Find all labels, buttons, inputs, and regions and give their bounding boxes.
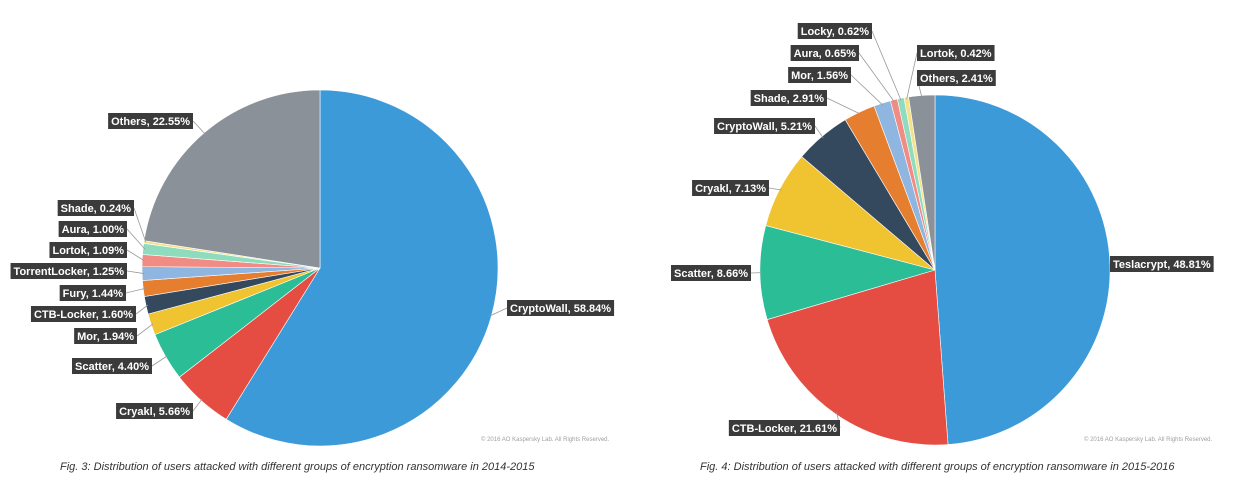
leader-line-ctb-locker [135,304,149,315]
leader-line-lortok [126,249,145,261]
slice-label-mor: Mor, 1.56% [791,70,848,82]
slice-labels: Teslacrypt, 48.81% CTB-Locker, 21.61% Scat… [671,23,1214,436]
slice-label-box-mor [74,328,137,344]
slice-label-box-locky [797,23,872,39]
slice-label-mor: Mor, 1.94% [77,331,134,343]
pie-slices [141,89,499,447]
slice-label-box-teslacrypt [1110,256,1214,272]
slice-label-ctb-locker: CTB-Locker, 21.61% [732,423,837,435]
slice-label-torrentlocker: TorrentLocker, 1.25% [14,266,125,278]
pie-svg-2015-2016: Teslacrypt, 48.81% CTB-Locker, 21.61% Scat… [671,23,1214,446]
slice-labels: CryptoWall, 58.84% Cryakl, 5.66% Scatter, … [10,113,615,419]
slice-label-scatter: Scatter, 4.40% [75,361,149,373]
slice-label-box-scatter [72,358,152,374]
leader-line-cryakl [192,398,203,412]
slice-label-box-ctb-locker [728,420,840,436]
copyright-note-2015-2016: © 2016 AO Kaspersky Lab. All Rights Rese… [1084,437,1213,443]
slice-label-lortok: Lortok, 1.09% [52,245,124,257]
leader-line-mor [850,74,884,106]
leader-line-torrentlocker [126,270,145,274]
leader-line-fury [125,287,146,294]
slice-label-others: Others, 22.55% [111,116,190,128]
slice-label-box-aura [58,221,127,237]
slice-label-aura: Aura, 0.65% [794,48,857,60]
leader-line-cryptowall [814,125,824,139]
slice-label-cryakl: Cryakl, 7.13% [695,183,766,195]
slice-label-ctb-locker: CTB-Locker, 1.60% [34,309,133,321]
slice-label-box-fury [59,285,126,301]
slice-label-shade: Shade, 0.24% [61,203,132,215]
figure-caption-2015-2016: Fig. 4: Distribution of users attacked w… [700,461,1175,473]
slice-label-lortok: Lortok, 0.42% [920,48,992,60]
figure-caption-2014-2015: Fig. 3: Distribution of users attacked w… [60,461,535,473]
slice-label-box-cryakl [116,403,193,419]
pie-slice-ctb-locker [766,269,949,446]
leader-line-locky [871,30,902,101]
slice-label-box-others [108,113,193,129]
pie-chart-2014-2015: CryptoWall, 58.84% Cryakl, 5.66% Scatter, … [10,89,615,473]
slice-label-box-lortok [49,242,127,258]
pie-slice-teslacrypt [934,94,1111,445]
slice-label-cryptowall: CryptoWall, 58.84% [510,303,611,315]
slice-label-box-mor [788,67,851,83]
leader-line-mor [136,323,154,337]
slice-label-teslacrypt: Teslacrypt, 48.81% [1113,259,1211,271]
leader-line-cryakl [768,187,782,191]
slice-label-box-cryakl [692,180,769,196]
leader-line-lortok [906,52,918,100]
leader-line-shade [826,97,861,115]
pie-svg-2014-2015: CryptoWall, 58.84% Cryakl, 5.66% Scatter, … [10,89,615,447]
slice-label-box-cryptowall [714,118,815,134]
slice-label-shade: Shade, 2.91% [754,93,825,105]
leader-line-aura [858,52,895,103]
slice-label-box-lortok [917,45,995,61]
leader-line-aura [126,228,146,250]
leader-line-shade [133,207,147,243]
slice-label-box-others [917,70,996,86]
leader-lines [125,120,508,412]
slice-label-box-torrentlocker [10,263,127,279]
slice-label-cryptowall: CryptoWall, 5.21% [717,121,812,133]
leader-line-scatter [151,355,168,367]
slice-label-aura: Aura, 1.00% [62,224,125,236]
slice-label-others: Others, 2.41% [920,73,993,85]
copyright-note-2014-2015: © 2016 AO Kaspersky Lab. All Rights Rese… [481,437,610,443]
slice-label-box-ctb-locker [30,306,136,322]
leader-line-cryptowall [489,307,508,317]
pie-slice-cryptowall [225,89,499,447]
pie-slices [759,94,1111,446]
leader-line-others [192,120,206,135]
slice-label-locky: Locky, 0.62% [801,26,869,38]
slice-label-scatter: Scatter, 8.66% [674,268,748,280]
slice-label-fury: Fury, 1.44% [63,288,124,300]
slice-label-box-scatter [671,265,751,281]
slice-label-box-cryptowall [507,300,615,316]
slice-label-box-aura [790,45,859,61]
slice-label-box-shade [750,90,827,106]
pie-chart-2015-2016: Teslacrypt, 48.81% CTB-Locker, 21.61% Scat… [622,0,1243,497]
slice-label-cryakl: Cryakl, 5.66% [119,406,190,418]
slice-label-box-shade [57,200,134,216]
